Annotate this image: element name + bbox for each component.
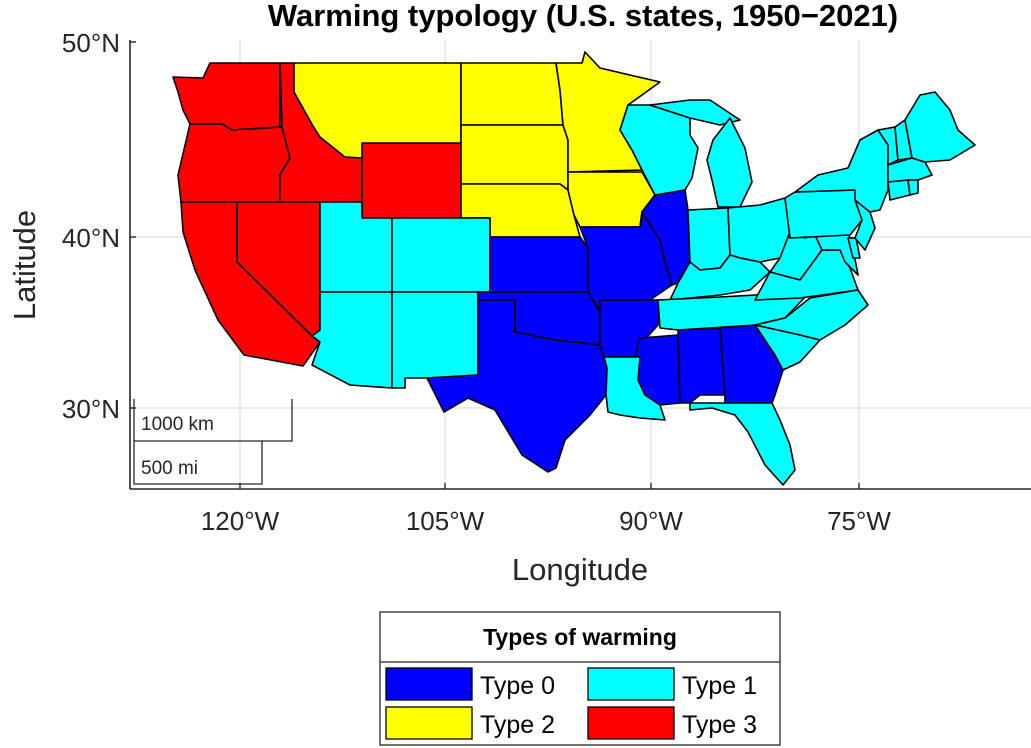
legend-swatch-type-3 xyxy=(587,706,675,740)
x-tick-labels: 120°W 105°W 90°W 75°W xyxy=(201,506,892,536)
states-layer xyxy=(172,51,976,486)
legend-label-type-0: Type 0 xyxy=(480,672,555,700)
state-texas xyxy=(426,299,608,473)
x-tick-label-120: 120°W xyxy=(201,506,280,536)
x-tick-label-75: 75°W xyxy=(827,506,891,536)
state-south-carolina xyxy=(754,324,821,371)
x-tick-label-105: 105°W xyxy=(406,506,485,536)
scale-bar-mi xyxy=(133,441,263,485)
y-axis-label: Latitude xyxy=(7,210,42,320)
state-louisiana xyxy=(603,356,666,421)
legend-label-type-1: Type 1 xyxy=(682,672,757,700)
legend-label-type-3: Type 3 xyxy=(682,711,757,739)
state-pennsylvania xyxy=(784,189,863,239)
state-north-dakota xyxy=(460,62,564,126)
legend-swatch-type-1 xyxy=(587,667,675,701)
state-kentucky xyxy=(669,254,771,301)
state-alabama xyxy=(677,327,726,404)
state-illinois xyxy=(641,189,691,286)
scale-bar-mi-label: 500 mi xyxy=(141,458,198,479)
state-california xyxy=(180,201,321,367)
legend-label-type-2: Type 2 xyxy=(480,711,555,739)
state-missouri xyxy=(579,211,673,311)
state-vermont xyxy=(877,126,899,166)
state-oregon xyxy=(177,123,291,203)
legend: Types of warming Type 0 Type 1 Type 2 Ty… xyxy=(379,611,781,746)
state-ohio xyxy=(727,197,791,263)
y-tick-labels: 30°N 40°N 50°N xyxy=(62,28,120,424)
x-tick-label-90: 90°W xyxy=(619,506,683,536)
state-colorado xyxy=(391,217,491,293)
state-south-dakota xyxy=(460,124,569,191)
state-new-mexico xyxy=(391,291,479,389)
state-wyoming xyxy=(361,142,462,219)
y-tick-label-40: 40°N xyxy=(62,223,120,253)
state-wisconsin xyxy=(619,104,699,196)
state-maine xyxy=(904,91,976,163)
y-tick-label-30: 30°N xyxy=(62,394,120,424)
map-title: Warming typology (U.S. states, 1950−2021… xyxy=(268,0,898,33)
legend-title: Types of warming xyxy=(483,624,677,650)
state-michigan-upper xyxy=(649,99,741,126)
state-florida xyxy=(689,402,796,486)
y-tick-label-50: 50°N xyxy=(62,28,120,58)
scale-bar-km-label: 1000 km xyxy=(141,414,214,435)
state-rhode-island xyxy=(907,179,919,196)
legend-swatch-type-2 xyxy=(385,706,473,740)
state-kansas xyxy=(489,236,589,293)
state-indiana xyxy=(687,207,731,271)
scale-bar-km xyxy=(133,399,293,442)
legend-swatch-type-0 xyxy=(385,667,473,701)
scale-bar xyxy=(133,399,293,485)
x-axis-label: Longitude xyxy=(512,552,648,587)
state-delaware xyxy=(847,237,861,259)
